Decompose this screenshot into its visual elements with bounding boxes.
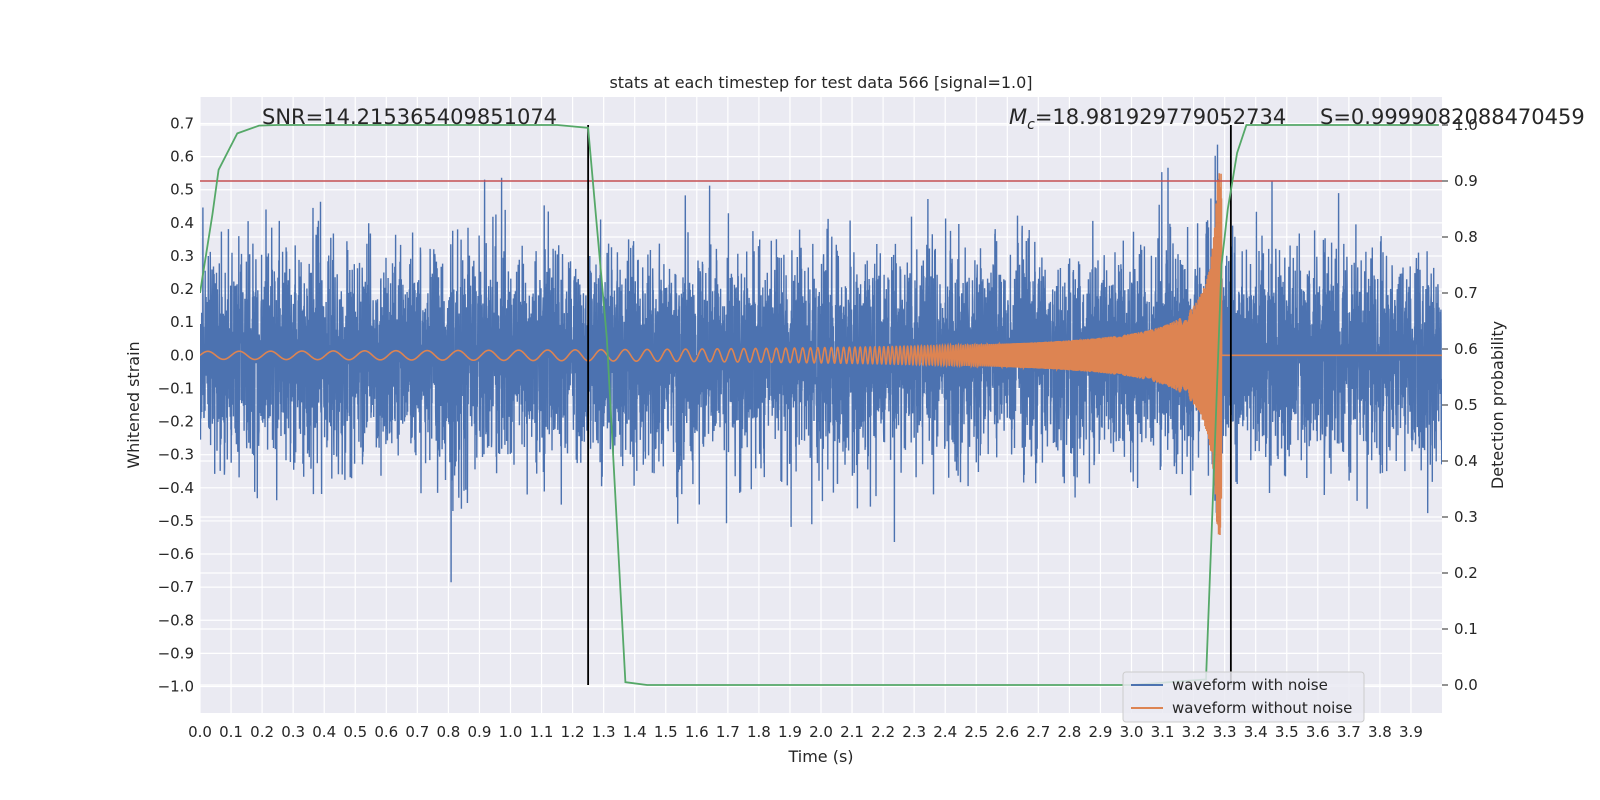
x-tick-label: 0.7 [405, 723, 429, 741]
y-axis-label: Whitened strain [124, 341, 143, 468]
y-tick-label: 0.1 [170, 313, 194, 331]
y-tick-label: −0.8 [158, 611, 194, 629]
x-tick-label: 1.4 [623, 723, 647, 741]
x-tick-label: 2.0 [809, 723, 833, 741]
clean-waveform-line [200, 173, 1442, 536]
y-axis-ticks: 0.7 0.6 0.5 0.4 0.3 0.2 0.1 0.0 −0.1 −0.2 −0.3 −0.4… [158, 114, 194, 695]
y-tick-label: 0.4 [170, 214, 194, 232]
x-tick-label: 0.5 [343, 723, 367, 741]
x-tick-label: 3.2 [1182, 723, 1206, 741]
x-tick-label: 0.4 [312, 723, 336, 741]
chart-title: stats at each timestep for test data 566… [609, 73, 1032, 92]
x-tick-label: 2.7 [1026, 723, 1050, 741]
x-tick-label: 3.8 [1368, 723, 1392, 741]
x-tick-label: 0.8 [436, 723, 460, 741]
x-tick-label: 0.0 [188, 723, 212, 741]
x-tick-label: 2.3 [902, 723, 926, 741]
x-tick-label: 0.1 [219, 723, 243, 741]
chirp-mass-annotation: Mc=18.981929779052734 [1009, 105, 1286, 133]
x-axis-label: Time (s) [787, 747, 853, 766]
y-tick-label: −0.5 [158, 512, 194, 530]
x-tick-label: 2.5 [964, 723, 988, 741]
x-tick-label: 3.1 [1151, 723, 1175, 741]
y2-axis-ticks: 1.0 0.9 0.8 0.7 0.6 0.5 0.4 0.3 0.2 0.1 0.0 [1442, 116, 1478, 694]
x-tick-label: 1.7 [716, 723, 740, 741]
x-tick-label: 0.2 [250, 723, 274, 741]
x-tick-label: 3.9 [1399, 723, 1423, 741]
series-layer [200, 124, 1442, 686]
y-tick-label: −0.1 [158, 379, 194, 397]
y2-tick-label: 1.0 [1454, 116, 1478, 134]
x-tick-label: 1.9 [778, 723, 802, 741]
y2-tick-label: 0.7 [1454, 284, 1478, 302]
y2-tick-label: 0.3 [1454, 508, 1478, 526]
y2-tick-label: 0.1 [1454, 620, 1478, 638]
y2-tick-label: 0.9 [1454, 172, 1478, 190]
noisy-waveform-line [200, 144, 1442, 583]
snr-annotation: SNR=14.215365409851074 [262, 105, 557, 129]
x-tick-label: 2.6 [995, 723, 1019, 741]
x-tick-label: 0.3 [281, 723, 305, 741]
y-tick-label: 0.6 [170, 148, 194, 166]
y2-tick-label: 0.8 [1454, 228, 1478, 246]
legend-label-signal: waveform without noise [1172, 699, 1352, 717]
legend-label-noise: waveform with noise [1172, 676, 1328, 694]
y-tick-label: 0.0 [170, 346, 194, 364]
x-tick-label: 2.4 [933, 723, 957, 741]
score-annotation: S=0.9999082088470459 [1320, 105, 1585, 129]
x-tick-label: 1.2 [561, 723, 585, 741]
x-tick-label: 0.6 [374, 723, 398, 741]
y-tick-label: 0.3 [170, 247, 194, 265]
x-tick-label: 3.6 [1306, 723, 1330, 741]
x-axis-ticks: 0.0 0.1 0.2 0.3 0.4 0.5 0.6 0.7 0.8 0.9 1.0 1.1 1.2 1… [188, 723, 1423, 741]
y2-tick-label: 0.2 [1454, 564, 1478, 582]
probability-line [200, 124, 1439, 686]
x-tick-label: 1.5 [654, 723, 678, 741]
y-tick-label: −0.7 [158, 578, 194, 596]
y2-tick-label: 0.6 [1454, 340, 1478, 358]
y-tick-label: −0.9 [158, 644, 194, 662]
x-tick-label: 1.1 [530, 723, 554, 741]
x-tick-label: 1.6 [685, 723, 709, 741]
y-tick-label: 0.7 [170, 114, 194, 132]
x-tick-label: 3.7 [1337, 723, 1361, 741]
x-tick-label: 3.5 [1275, 723, 1299, 741]
y-tick-label: −0.6 [158, 545, 194, 563]
x-tick-label: 1.3 [592, 723, 616, 741]
x-tick-label: 0.9 [468, 723, 492, 741]
y-tick-label: −0.4 [158, 479, 194, 497]
y-tick-label: −0.3 [158, 446, 194, 464]
x-tick-label: 1.0 [499, 723, 523, 741]
y-tick-label: −1.0 [158, 678, 194, 696]
chirp-mass-symbol: M [1009, 105, 1027, 129]
x-tick-label: 2.8 [1057, 723, 1081, 741]
x-tick-label: 3.0 [1120, 723, 1144, 741]
chirp-mass-value: =18.981929779052734 [1035, 105, 1286, 129]
chirp-mass-subscript: c [1027, 117, 1035, 133]
y2-tick-label: 0.5 [1454, 396, 1478, 414]
x-tick-label: 2.1 [840, 723, 864, 741]
y-tick-label: −0.2 [158, 413, 194, 431]
y2-tick-label: 0.0 [1454, 676, 1478, 694]
x-tick-label: 2.2 [871, 723, 895, 741]
x-tick-label: 3.4 [1244, 723, 1268, 741]
legend: waveform with noise waveform without noi… [1122, 671, 1365, 723]
x-tick-label: 2.9 [1089, 723, 1113, 741]
x-tick-label: 3.3 [1213, 723, 1237, 741]
y-tick-label: 0.2 [170, 280, 194, 298]
legend-box [1122, 671, 1365, 723]
y2-tick-label: 0.4 [1454, 452, 1478, 470]
y-tick-label: 0.5 [170, 181, 194, 199]
x-tick-label: 1.8 [747, 723, 771, 741]
y2-axis-label: Detection probability [1488, 321, 1507, 489]
